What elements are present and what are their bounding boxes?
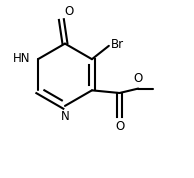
Text: N: N — [61, 110, 69, 123]
Text: O: O — [134, 72, 143, 85]
Text: Br: Br — [111, 38, 124, 51]
Text: O: O — [64, 5, 73, 18]
Text: HN: HN — [12, 52, 30, 65]
Text: O: O — [115, 120, 124, 133]
